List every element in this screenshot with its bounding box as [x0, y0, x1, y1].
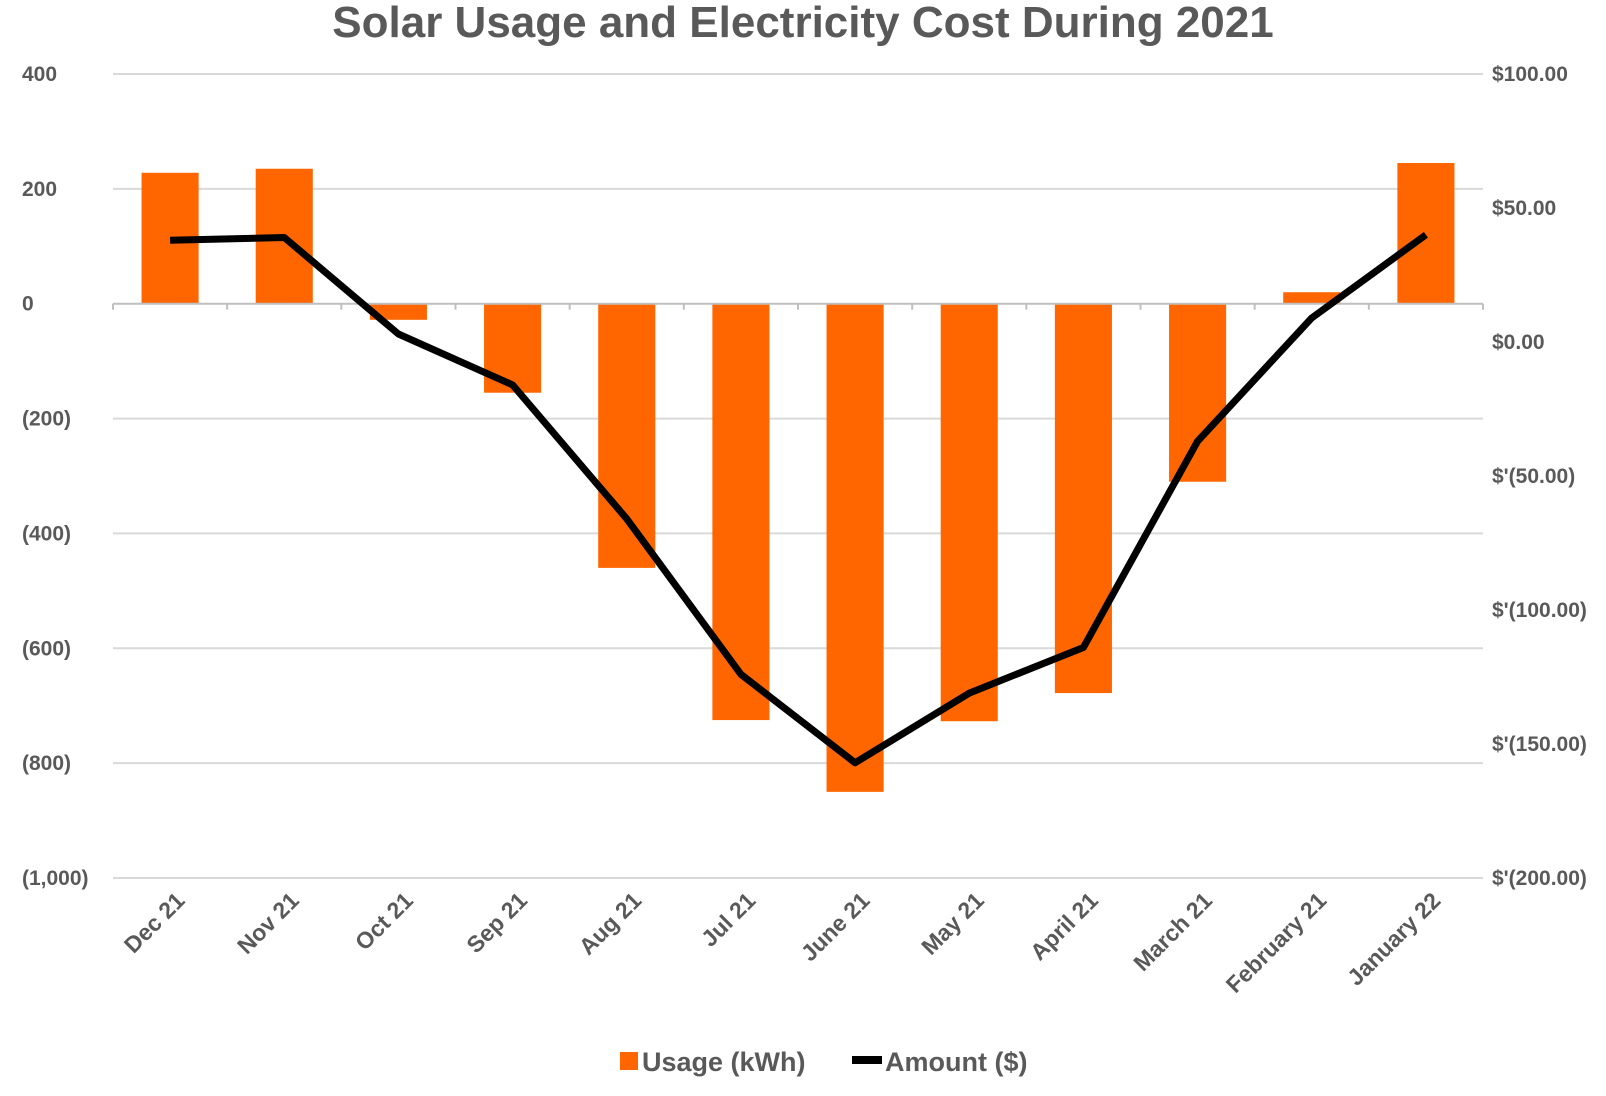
left-axis-ticks: 400 200 0 (200) (400) (600) (800) (1,000): [22, 63, 89, 890]
category-label: Jul 21: [696, 887, 761, 952]
left-tick-label: 400: [22, 63, 57, 86]
usage-bar: [712, 303, 770, 721]
legend: Usage (kWh) Amount ($): [620, 1047, 1027, 1077]
category-axis: [112, 302, 1484, 310]
usage-bar: [1054, 303, 1112, 694]
right-tick-label: $50.00: [1492, 197, 1556, 220]
category-label: March 21: [1128, 887, 1217, 976]
legend-label-usage: Usage (kWh): [642, 1047, 806, 1077]
usage-bar: [940, 303, 998, 722]
right-tick-label: $0.00: [1492, 331, 1545, 354]
category-label: Aug 21: [574, 887, 647, 960]
line-series: [169, 231, 1428, 767]
legend-swatch-amount: [852, 1056, 882, 1064]
category-label: Dec 21: [119, 887, 190, 958]
category-labels: Dec 21 Nov 21 Oct 21 Sep 21 Aug 21 Jul 21 June…: [119, 887, 1446, 998]
usage-bar: [826, 303, 884, 792]
left-tick-label: (1,000): [22, 867, 89, 890]
category-label: May 21: [916, 887, 989, 960]
left-tick-label: 0: [22, 293, 34, 316]
category-label: April 21: [1025, 887, 1103, 965]
category-label: Nov 21: [232, 887, 304, 959]
right-tick-label: $100.00: [1492, 63, 1568, 86]
category-label: June 21: [796, 887, 875, 966]
category-label: January 22: [1342, 887, 1445, 990]
category-label: Oct 21: [350, 887, 418, 955]
category-label: Sep 21: [461, 887, 532, 958]
chart-title: Solar Usage and Electricity Cost During …: [332, 0, 1273, 47]
bar-series: [141, 163, 1455, 792]
right-tick-label: $'(200.00): [1492, 867, 1587, 890]
left-tick-label: (400): [22, 522, 71, 545]
right-tick-label: $'(100.00): [1492, 599, 1587, 622]
amount-line: [170, 231, 1428, 767]
usage-bar: [369, 303, 427, 320]
left-tick-label: (600): [22, 637, 71, 660]
legend-swatch-usage: [620, 1052, 638, 1070]
usage-bar: [1283, 292, 1341, 304]
usage-bar: [1169, 303, 1227, 482]
legend-label-amount: Amount ($): [885, 1047, 1027, 1077]
left-tick-label: 200: [22, 178, 57, 201]
right-tick-label: $'(50.00): [1492, 465, 1575, 488]
left-tick-label: (200): [22, 408, 71, 431]
usage-bar: [598, 303, 656, 568]
gridlines: [113, 73, 1483, 879]
right-tick-label: $'(150.00): [1492, 733, 1587, 756]
left-tick-label: (800): [22, 752, 71, 775]
category-label: February 21: [1221, 887, 1332, 998]
right-axis-ticks: $100.00 $50.00 $0.00 $'(50.00) $'(100.00) $'(…: [1492, 63, 1587, 890]
usage-bar: [1397, 163, 1455, 304]
